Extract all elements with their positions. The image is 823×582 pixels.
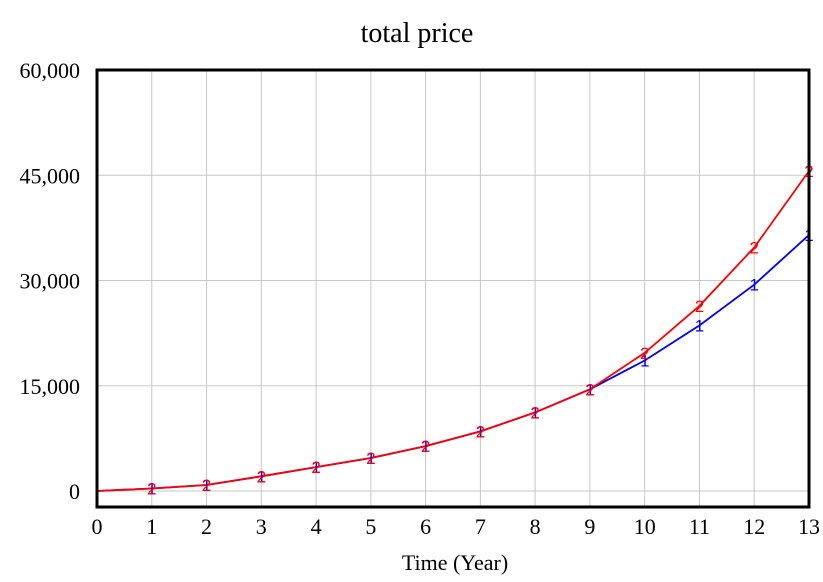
y-axis-ticks: 0 15,000 30,000 45,000 60,000 [20,58,81,504]
x-axis-ticks: 0 1 2 3 4 5 6 7 8 9 10 11 12 13 [92,514,821,539]
x-tick-label: 1 [146,514,157,539]
x-tick-label: 11 [689,514,710,539]
x-tick-label: 3 [256,514,267,539]
y-tick-label: 15,000 [20,374,81,399]
series-marker-1: 1 [476,422,485,441]
series-marker-2: 2 [695,297,704,316]
x-tick-label: 4 [311,514,322,539]
x-tick-label: 8 [530,514,541,539]
series-marker-2: 2 [585,380,594,399]
series-marker-1: 1 [202,476,211,495]
series-marker-1: 1 [147,480,156,499]
series-marker-1: 1 [530,403,539,422]
series-marker-1: 1 [585,380,594,399]
y-tick-label: 45,000 [20,163,81,188]
series-marker-2: 2 [366,449,375,468]
series-marker-1: 1 [421,437,430,456]
grid [97,70,809,507]
series-marker-2: 2 [311,458,320,477]
x-tick-label: 6 [420,514,431,539]
series-marker-2: 2 [530,403,539,422]
x-tick-label: 0 [92,514,103,539]
x-tick-label: 2 [201,514,212,539]
series-marker-1: 1 [640,351,649,370]
x-tick-label: 12 [743,514,765,539]
series-marker-1: 1 [257,467,266,486]
series-marker-2: 2 [749,239,758,258]
series-marker-1: 1 [311,458,320,477]
series-marker-2: 2 [147,480,156,499]
series-marker-1: 1 [366,449,375,468]
y-tick-label: 0 [69,479,80,504]
series-marker-2: 2 [421,437,430,456]
series-marker-2: 2 [202,476,211,495]
series-line-2 [96,170,810,492]
x-tick-label: 7 [475,514,486,539]
x-tick-label: 5 [365,514,376,539]
chart-title: total price [361,18,474,49]
x-axis-label: Time (Year) [402,550,508,575]
x-tick-label: 9 [584,514,595,539]
series-marker-1: 1 [695,316,704,335]
plot-frame [95,68,811,509]
series-marker-2: 2 [257,467,266,486]
series-lines [96,170,810,492]
series-line-1 [96,234,810,492]
series-marker-2: 2 [640,344,649,363]
y-tick-label: 30,000 [20,269,81,294]
series-marker-2: 2 [476,422,485,441]
x-tick-label: 13 [798,514,820,539]
series-marker-1: 1 [749,276,758,295]
x-tick-label: 10 [634,514,656,539]
y-tick-label: 60,000 [20,58,81,83]
